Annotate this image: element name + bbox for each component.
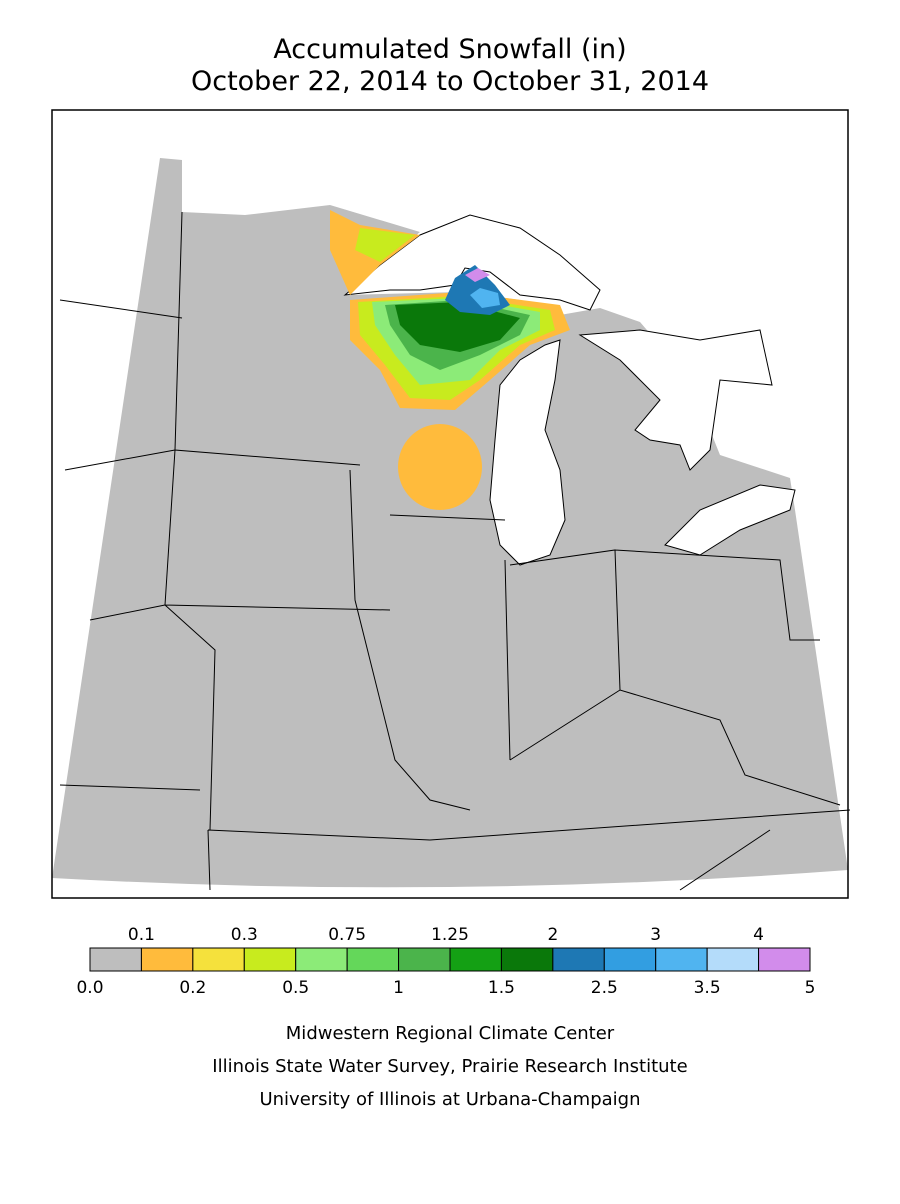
legend-label: 3 (650, 925, 661, 945)
legend-swatch (89, 947, 142, 972)
canada-north (182, 162, 250, 212)
map (51, 109, 851, 899)
legend-swatch (500, 947, 554, 972)
legend-label: 0.2 (179, 978, 206, 998)
legend-swatch (192, 947, 245, 972)
snow-violet (465, 268, 490, 282)
legend-label: 1.5 (488, 978, 515, 998)
legend-swatch (706, 947, 760, 972)
state-lines (59, 211, 851, 891)
snow-light-blue (470, 288, 500, 308)
legend-swatch (552, 947, 605, 972)
lake-huron (578, 329, 773, 471)
credit-line: Midwestern Regional Climate Center (286, 1023, 615, 1044)
legend-swatch (655, 947, 708, 972)
lake-michigan (489, 339, 566, 566)
subtitle: October 22, 2014 to October 31, 2014 (191, 66, 709, 97)
legend-label: 5 (805, 978, 816, 998)
legend-swatch (398, 947, 451, 972)
legend-label: 0.5 (282, 978, 309, 998)
title: Accumulated Snowfall (in) (273, 34, 626, 65)
legend-label: 2 (547, 925, 558, 945)
legend-label: 0.0 (76, 978, 103, 998)
snow-orange (398, 424, 482, 510)
lake-erie (664, 484, 796, 556)
legend-swatch (758, 947, 811, 972)
legend-swatch (449, 947, 502, 972)
legend-label: 1 (393, 978, 404, 998)
legend: 0.0 0.1 0.2 0.3 0.5 0.75 1 1.25 1.5 2 2.5 3 3.5 4 5 (76, 925, 815, 998)
map-frame (51, 109, 849, 899)
lake-superior (343, 214, 601, 311)
credit-line: University of Illinois at Urbana-Champai… (259, 1089, 640, 1110)
legend-label: 1.25 (431, 925, 469, 945)
legend-label: 4 (753, 925, 764, 945)
legend-label: 3.5 (694, 978, 721, 998)
legend-swatch (295, 947, 348, 972)
legend-swatch (346, 947, 400, 972)
legend-label: 0.75 (328, 925, 366, 945)
legend-swatch (243, 947, 297, 972)
legend-swatch (603, 947, 657, 972)
legend-swatch (140, 947, 194, 972)
credit-line: Illinois State Water Survey, Prairie Res… (212, 1056, 687, 1077)
legend-label: 0.1 (128, 925, 155, 945)
snow-yellow (355, 228, 415, 262)
legend-label: 2.5 (591, 978, 618, 998)
legend-label: 0.3 (231, 925, 258, 945)
credits: Midwestern Regional Climate Center Illino… (212, 1023, 687, 1110)
